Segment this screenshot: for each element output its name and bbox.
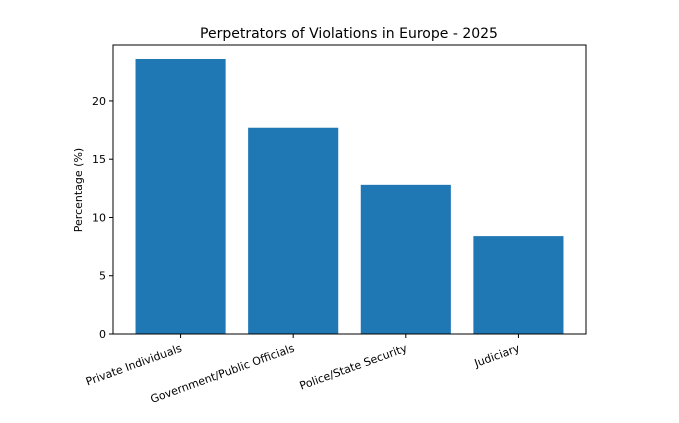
bars-group — [135, 58, 564, 334]
y-ticks-group: 0 5 10 15 20 — [92, 95, 113, 341]
y-tick-label: 0 — [99, 328, 106, 341]
bar-government-public-officials — [248, 127, 339, 334]
bar-judiciary — [473, 236, 564, 334]
y-tick-label: 10 — [92, 211, 106, 224]
chart-title: Perpetrators of Violations in Europe - 2… — [200, 26, 498, 42]
x-tick-label: Police/State Security — [298, 341, 409, 392]
plot-frame — [112, 44, 587, 335]
bar-police-state-security — [360, 184, 451, 334]
y-tick-label: 5 — [99, 270, 106, 283]
x-tick-label: Judiciary — [472, 341, 522, 370]
x-tick-label: Private Individuals — [84, 342, 184, 389]
y-axis-label: Percentage (%) — [72, 148, 85, 232]
y-tick-label: 20 — [92, 95, 106, 108]
bar-private-individuals — [135, 58, 226, 334]
y-tick-label: 15 — [92, 153, 106, 166]
